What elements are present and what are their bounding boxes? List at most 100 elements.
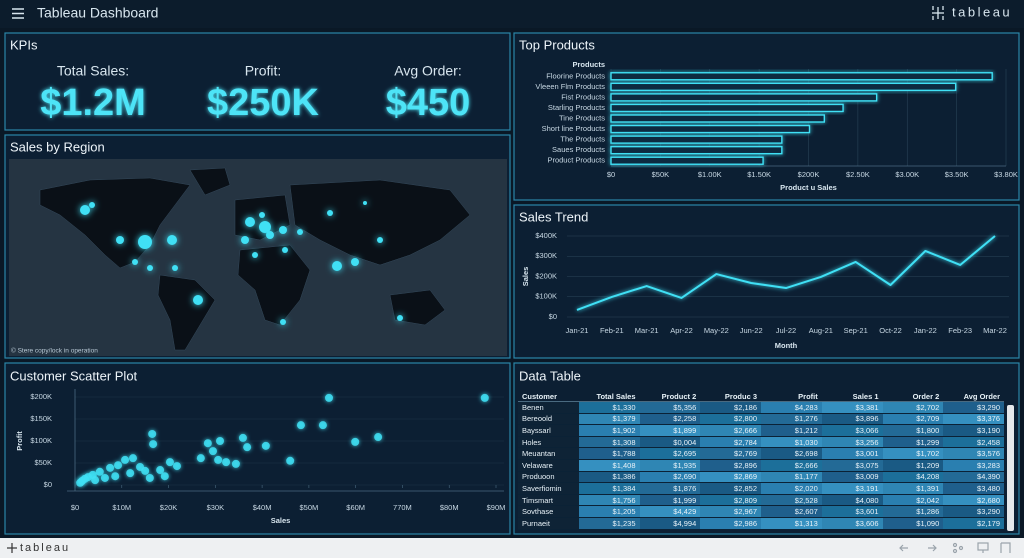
value-cell: $1,935	[639, 459, 701, 472]
value-cell: $1,212	[761, 424, 822, 437]
x-tick-label: Apr-22	[670, 326, 693, 335]
category-label: Floorine Products	[546, 71, 605, 80]
x-tick-label: $0	[71, 503, 79, 512]
bar	[610, 135, 783, 144]
value-cell: $1,030	[761, 436, 822, 449]
value-cell: $3,075	[821, 459, 883, 472]
column-header: Avg Order	[943, 391, 1004, 402]
x-tick-label: Aug-21	[809, 326, 833, 335]
customer-cell: Velaware	[518, 459, 579, 472]
value-cell: $4,080	[821, 494, 883, 507]
bar	[610, 114, 826, 123]
customer-cell: Timsmart	[518, 494, 579, 507]
value-cell: $2,784	[700, 436, 761, 449]
panel-title: Data Table	[519, 368, 581, 383]
bar	[610, 72, 993, 81]
scrollbar[interactable]	[1007, 405, 1014, 531]
y-tick-label: $100K	[535, 292, 557, 301]
scatter-point	[480, 393, 489, 402]
value-cell: $3,191	[821, 482, 883, 495]
x-tick-label: $80M	[440, 503, 459, 512]
logo-icon	[932, 6, 944, 20]
scatter-point	[91, 476, 100, 485]
value-cell: $1,391	[882, 482, 944, 495]
table: Customer Total Sales Product 2 Produc 3 Prof…	[518, 391, 1004, 530]
scatter-point	[95, 467, 104, 476]
value-cell: $3,290	[943, 505, 1004, 518]
kpi-value: $250K	[207, 82, 320, 124]
category-label: Fist Products	[561, 92, 605, 101]
table-body: Benen $1,330 $5,356 $2,186 $4,283 $3,381 $2,70…	[518, 401, 1004, 530]
value-cell: $3,001	[821, 447, 883, 460]
x-tick-label: 770M	[393, 503, 412, 512]
value-cell: $1,205	[578, 505, 640, 518]
bar	[610, 145, 783, 155]
x-tick-label: $20K	[160, 503, 178, 512]
value-cell: $3,376	[943, 413, 1004, 426]
footer-controls[interactable]	[899, 542, 1011, 554]
x-axis-label: Product u Sales	[780, 183, 837, 192]
bar	[610, 124, 811, 134]
customer-cell: Produoon	[518, 471, 579, 484]
kpi-label: Profit:	[245, 63, 282, 79]
value-cell: $4,283	[761, 401, 822, 414]
scatter-point	[261, 441, 270, 450]
scatter-point	[160, 472, 169, 481]
x-tick-label: Jun-22	[740, 326, 763, 335]
category-label: The Products	[560, 135, 605, 144]
value-cell: $1,788	[578, 447, 640, 460]
value-cell: $3,290	[943, 401, 1004, 414]
scatter-point	[325, 393, 334, 402]
table-row: Sovthase $1,205 $4,429 $2,967 $2,607 $3,601 $1…	[518, 505, 1004, 518]
y-tick-label: $200K	[30, 392, 52, 401]
bar	[610, 93, 878, 102]
footer-logo-icon	[7, 543, 17, 553]
customer-cell: Saverfiomin	[518, 482, 579, 495]
panel-title: Top Products	[519, 37, 595, 52]
value-cell: $3,606	[821, 517, 883, 530]
scatter-point	[149, 440, 158, 449]
value-cell: $1,756	[578, 494, 640, 507]
value-cell: $1,899	[639, 424, 701, 437]
customer-cell: Purnaeit	[518, 517, 579, 530]
value-cell: $2,186	[700, 401, 761, 414]
value-cell: $2,042	[882, 494, 944, 507]
x-tick-label: Mar-21	[635, 326, 659, 335]
value-cell: $1,235	[578, 517, 640, 530]
value-cell: $2,967	[700, 505, 761, 518]
scatter-point	[296, 421, 305, 430]
value-cell: $0,004	[639, 436, 701, 449]
scatter-point	[156, 466, 165, 475]
scatter-point	[172, 462, 181, 471]
value-cell: $1,876	[639, 482, 701, 495]
column-header: Profit	[761, 391, 822, 402]
menu-icon[interactable]	[12, 8, 24, 19]
column-header: Product 2	[639, 391, 701, 402]
x-axis-label: Sales	[271, 516, 291, 525]
panel-title: Sales by Region	[10, 139, 105, 154]
value-cell: $2,809	[700, 494, 761, 507]
value-cell: $1,902	[578, 424, 640, 437]
customer-cell: Bereoold	[518, 413, 579, 426]
column-header: Total Sales	[578, 391, 640, 402]
customer-cell: Bayssarl	[518, 424, 579, 437]
table-head: Customer Total Sales Product 2 Produc 3 Prof…	[518, 391, 1004, 402]
kpi-value: $1.2M	[40, 82, 146, 124]
value-cell: $3,190	[943, 424, 1004, 437]
value-cell: $1,090	[882, 517, 944, 530]
header-title: Tableau Dashboard	[37, 5, 158, 21]
x-tick-label: $60M	[346, 503, 365, 512]
value-cell: $1,408	[578, 459, 640, 472]
value-cell: $1,702	[882, 447, 944, 460]
value-cell: $2,698	[761, 447, 822, 460]
bar	[610, 82, 957, 92]
category-label: Tine Products	[559, 113, 605, 122]
table-row: Purnaeit $1,235 $4,994 $2,986 $1,313 $3,606 $1…	[518, 517, 1004, 530]
trend-panel	[513, 204, 1020, 359]
data-table: Customer Total Sales Product 2 Produc 3 Prof…	[518, 391, 1004, 531]
x-tick-label: $1.00K	[698, 170, 722, 179]
value-cell: $3,576	[943, 447, 1004, 460]
table-row: Meuantan $1,788 $2,695 $2,769 $2,698 $3,001 $1…	[518, 447, 1004, 460]
value-cell: $4,390	[943, 471, 1004, 484]
